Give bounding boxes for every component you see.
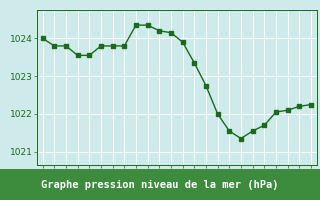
Text: Graphe pression niveau de la mer (hPa): Graphe pression niveau de la mer (hPa) [41, 180, 279, 190]
